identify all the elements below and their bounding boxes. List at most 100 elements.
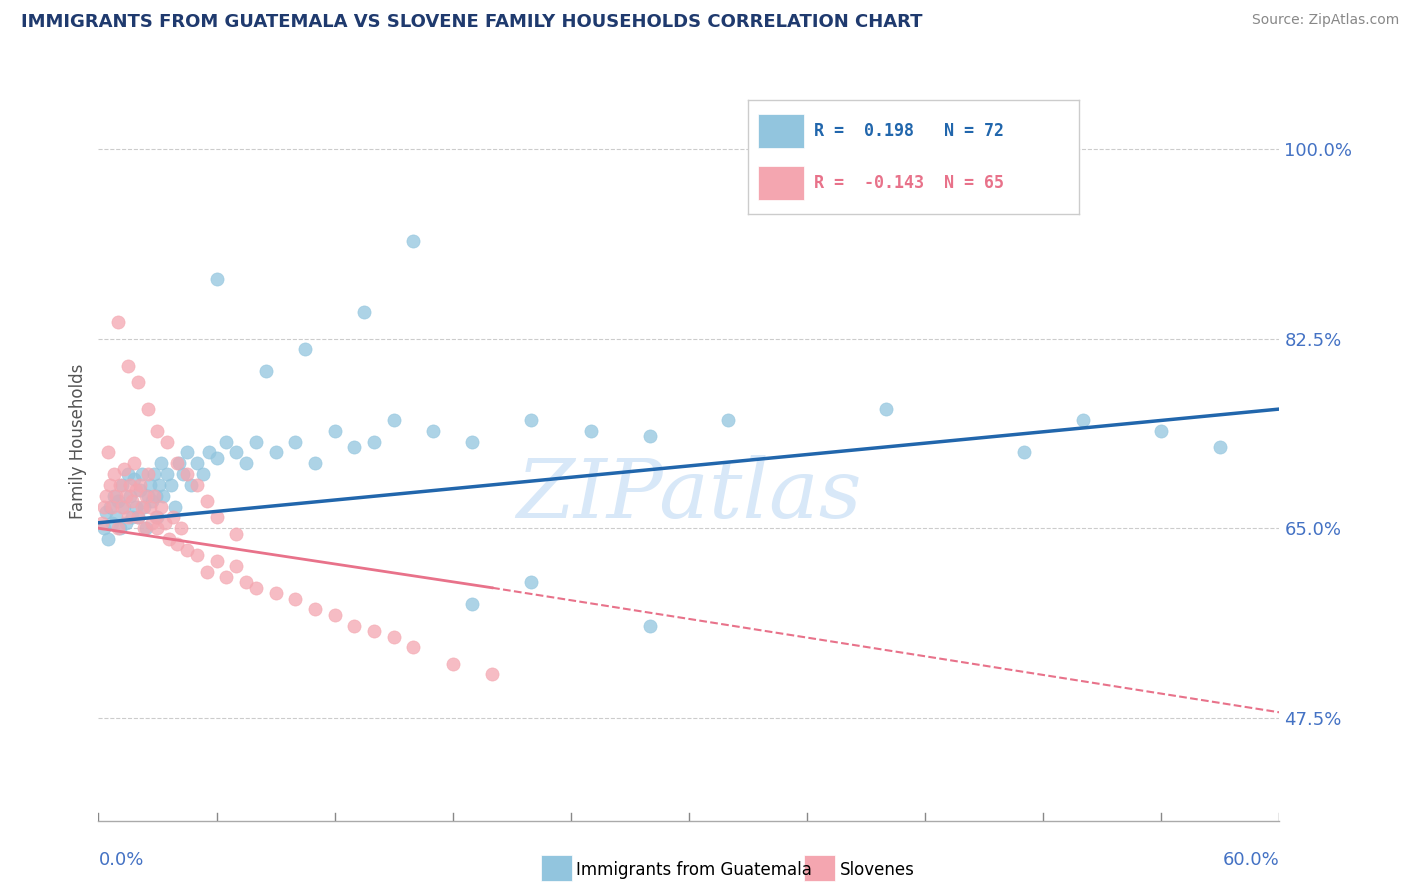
Point bbox=[172, 467, 194, 481]
Point bbox=[264, 586, 287, 600]
Point bbox=[112, 500, 135, 514]
Point bbox=[132, 500, 155, 514]
Point bbox=[152, 489, 174, 503]
Point bbox=[343, 618, 366, 632]
Point bbox=[111, 478, 134, 492]
Point bbox=[138, 500, 160, 514]
Point bbox=[156, 467, 179, 481]
Point bbox=[135, 489, 157, 503]
Point bbox=[108, 478, 131, 492]
Point bbox=[107, 315, 129, 329]
Point bbox=[128, 483, 150, 498]
Point bbox=[254, 364, 277, 378]
Point bbox=[441, 657, 464, 671]
Point bbox=[93, 521, 115, 535]
Point bbox=[225, 526, 247, 541]
Point bbox=[148, 478, 170, 492]
Point bbox=[122, 473, 145, 487]
Point bbox=[1209, 440, 1232, 454]
Point bbox=[91, 516, 114, 530]
Point bbox=[107, 521, 129, 535]
Text: 60.0%: 60.0% bbox=[1223, 851, 1279, 869]
Point bbox=[422, 424, 444, 438]
Point bbox=[121, 494, 143, 508]
Point bbox=[127, 510, 149, 524]
Point bbox=[323, 607, 346, 622]
Point bbox=[205, 450, 228, 465]
Point bbox=[180, 478, 202, 492]
Point bbox=[142, 467, 165, 481]
Point bbox=[131, 500, 153, 514]
Point bbox=[717, 413, 740, 427]
Point bbox=[225, 559, 247, 574]
Point bbox=[97, 532, 120, 546]
Point bbox=[112, 461, 135, 475]
Point bbox=[264, 445, 287, 459]
Point bbox=[186, 548, 208, 563]
Point bbox=[186, 478, 208, 492]
Point bbox=[146, 521, 169, 535]
Point bbox=[157, 532, 180, 546]
Point bbox=[98, 500, 121, 514]
Point bbox=[363, 624, 385, 639]
Point bbox=[98, 478, 121, 492]
Point bbox=[461, 434, 484, 449]
Point bbox=[382, 413, 405, 427]
Point bbox=[225, 445, 247, 459]
Point bbox=[118, 489, 141, 503]
Point bbox=[101, 516, 124, 530]
Point bbox=[304, 602, 326, 616]
Text: Immigrants from Guatemala: Immigrants from Guatemala bbox=[576, 861, 813, 879]
Point bbox=[875, 402, 897, 417]
Point bbox=[579, 424, 602, 438]
Point bbox=[162, 510, 184, 524]
Point bbox=[136, 489, 159, 503]
Point bbox=[481, 667, 503, 681]
Point bbox=[115, 516, 138, 530]
Point bbox=[156, 434, 179, 449]
Point bbox=[215, 570, 238, 584]
Point bbox=[138, 478, 160, 492]
Point bbox=[215, 434, 238, 449]
Point bbox=[96, 505, 118, 519]
Point bbox=[128, 478, 150, 492]
Point bbox=[170, 521, 193, 535]
Point bbox=[145, 510, 167, 524]
Point bbox=[235, 456, 257, 470]
Point bbox=[136, 402, 159, 417]
Text: Slovenes: Slovenes bbox=[839, 861, 914, 879]
Point bbox=[103, 489, 125, 503]
Point bbox=[167, 456, 190, 470]
Point bbox=[97, 445, 120, 459]
Point bbox=[160, 478, 183, 492]
Point bbox=[141, 494, 163, 508]
Point bbox=[136, 467, 159, 481]
Point bbox=[142, 489, 165, 503]
Point bbox=[166, 537, 188, 551]
Point bbox=[127, 510, 149, 524]
Point bbox=[145, 489, 167, 503]
Point bbox=[284, 591, 307, 606]
Point bbox=[150, 500, 173, 514]
Point bbox=[155, 516, 177, 530]
Point bbox=[205, 554, 228, 568]
Point bbox=[245, 581, 267, 595]
Point bbox=[176, 542, 198, 557]
Point bbox=[105, 489, 128, 503]
Text: Source: ZipAtlas.com: Source: ZipAtlas.com bbox=[1251, 13, 1399, 28]
Point bbox=[131, 467, 153, 481]
Point bbox=[96, 489, 118, 503]
Point bbox=[294, 343, 316, 357]
Point bbox=[125, 483, 148, 498]
Point bbox=[176, 445, 198, 459]
Point bbox=[195, 565, 218, 579]
Point bbox=[117, 510, 139, 524]
Point bbox=[122, 456, 145, 470]
Point bbox=[101, 500, 124, 514]
Point bbox=[638, 429, 661, 443]
Point bbox=[191, 467, 214, 481]
Point bbox=[1071, 413, 1094, 427]
Point bbox=[146, 510, 169, 524]
Point bbox=[323, 424, 346, 438]
Point bbox=[111, 500, 134, 514]
